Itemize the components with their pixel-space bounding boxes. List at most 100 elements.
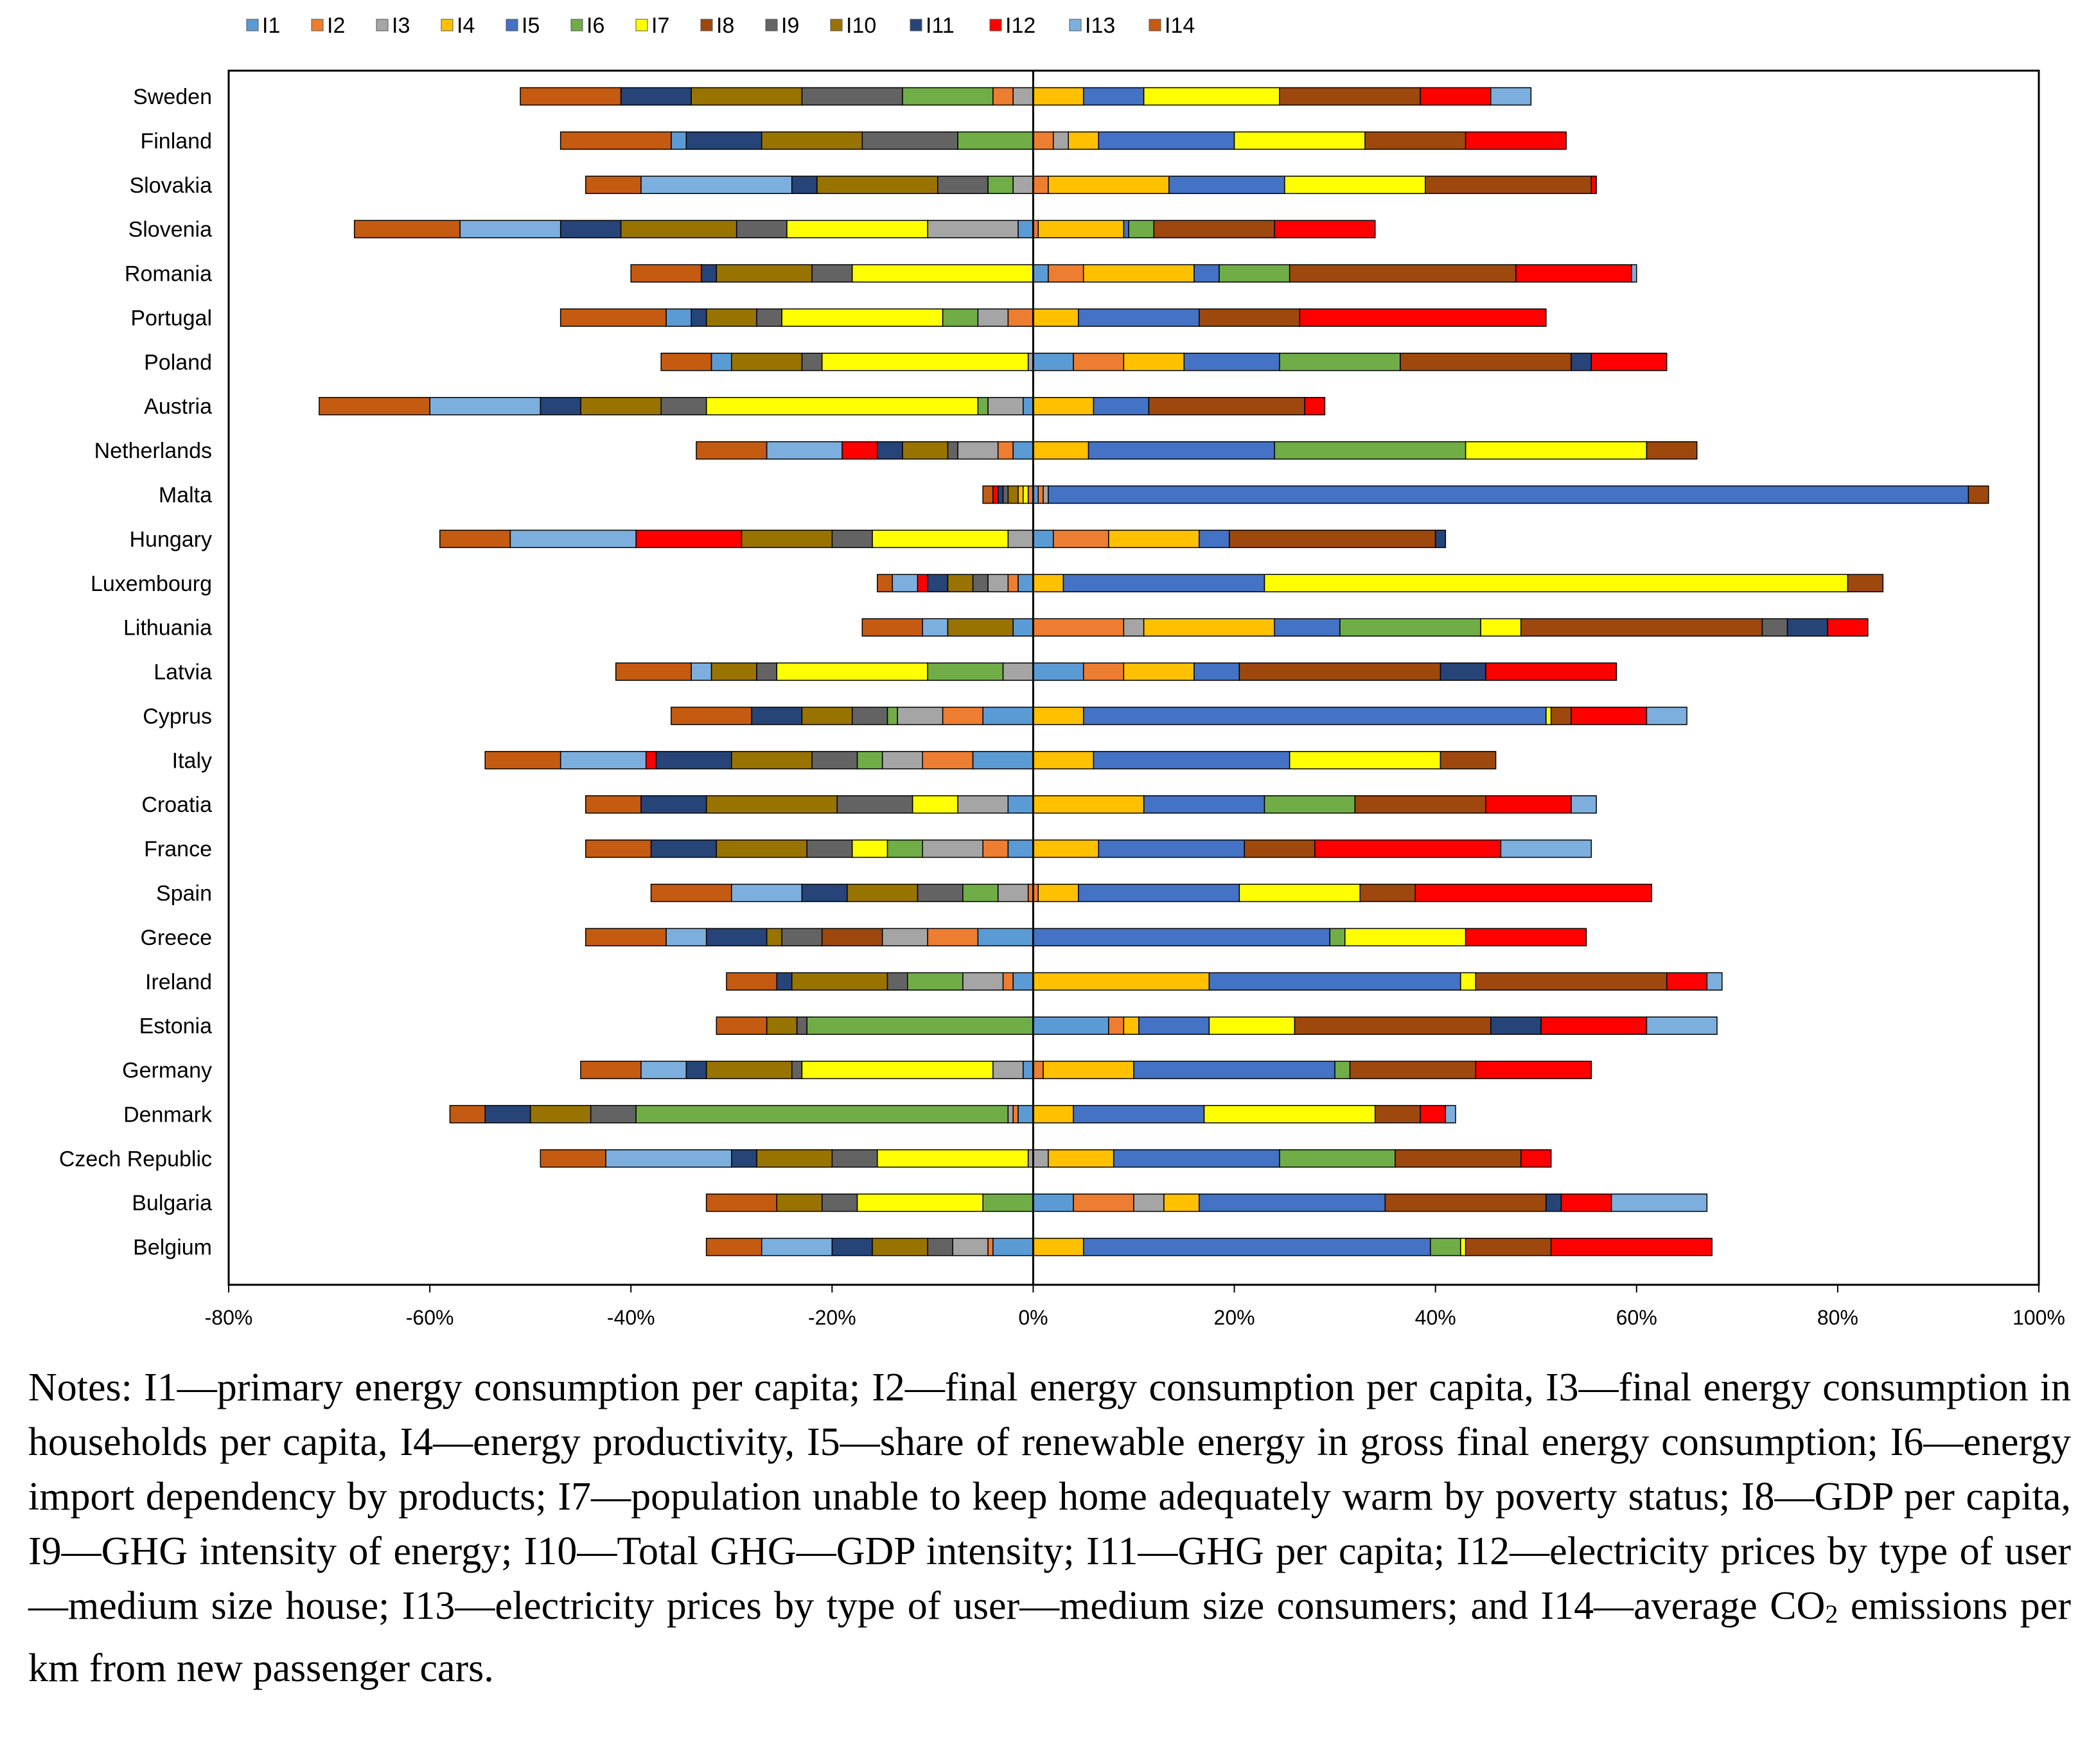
x-tick-label: -60% xyxy=(406,1306,454,1329)
bar-slovakia-i13 xyxy=(640,175,793,195)
bar-sweden-i5 xyxy=(1082,87,1145,106)
bar-italy-i13 xyxy=(559,751,647,770)
category-label-netherlands: Netherlands xyxy=(94,439,212,463)
bar-belgium-i3 xyxy=(952,1237,989,1257)
bar-lithuania-i13 xyxy=(922,618,949,637)
bar-latvia-i14 xyxy=(615,662,692,681)
bar-slovenia-i10 xyxy=(620,220,737,238)
bar-hungary-i3 xyxy=(1007,529,1034,549)
x-tick-label: 60% xyxy=(1616,1306,1657,1329)
bar-bulgaria-i6 xyxy=(982,1193,1034,1212)
legend-swatch-i10 xyxy=(830,19,843,31)
bar-poland-i12 xyxy=(1590,353,1668,371)
bar-sweden-i6 xyxy=(902,87,994,106)
category-label-portugal: Portugal xyxy=(130,306,212,330)
bar-belgium-i8 xyxy=(1465,1237,1552,1257)
bar-poland-i5 xyxy=(1183,353,1280,371)
bar-portugal-i1 xyxy=(665,308,692,327)
bar-belgium-i13 xyxy=(761,1237,833,1257)
legend-label-i7: I7 xyxy=(651,13,669,38)
bar-france-i3 xyxy=(922,839,983,858)
bar-netherlands-i9 xyxy=(947,441,958,460)
bar-germany-i11 xyxy=(685,1061,707,1079)
bar-slovakia-i3 xyxy=(1012,175,1034,195)
bar-malta-i11 xyxy=(997,485,1004,504)
bar-lithuania-i5 xyxy=(1274,618,1341,637)
legend-label-i11: I11 xyxy=(926,13,955,38)
figure-notes: Notes: I1—primary energy consumption per… xyxy=(28,1361,2071,1696)
bar-czech-republic-i11 xyxy=(731,1149,757,1168)
category-label-croatia: Croatia xyxy=(141,793,212,817)
category-label-czech-republic: Czech Republic xyxy=(59,1147,212,1171)
category-label-slovenia: Slovenia xyxy=(128,218,213,242)
bar-greece-i5 xyxy=(1032,928,1331,947)
bar-ireland-i6 xyxy=(907,972,964,991)
bar-france-i7 xyxy=(851,839,888,858)
bar-italy-i2 xyxy=(922,751,974,770)
bar-sweden-i11 xyxy=(620,87,692,106)
legend-label-i2: I2 xyxy=(327,13,345,38)
category-label-spain: Spain xyxy=(156,881,212,906)
bar-belgium-i6 xyxy=(1430,1237,1461,1257)
bar-netherlands-i8 xyxy=(1646,441,1698,460)
category-label-finland: Finland xyxy=(140,129,212,154)
bar-bulgaria-i4 xyxy=(1163,1193,1200,1212)
bar-bulgaria-i7 xyxy=(856,1193,983,1212)
bar-luxembourg-i1 xyxy=(1017,574,1034,593)
bar-estonia-i8 xyxy=(1294,1016,1492,1035)
bar-hungary-i14 xyxy=(439,529,511,549)
bar-croatia-i7 xyxy=(911,795,958,814)
bar-croatia-i14 xyxy=(585,795,642,814)
bar-romania-i7 xyxy=(851,264,1034,283)
bar-italy-i6 xyxy=(856,751,883,770)
x-tick-label: 0% xyxy=(1018,1306,1048,1329)
bar-finland-i10 xyxy=(761,131,863,150)
bar-latvia-i11 xyxy=(1440,662,1486,681)
bar-ireland-i7 xyxy=(1460,972,1477,991)
bar-italy-i10 xyxy=(731,751,813,770)
bar-cyprus-i3 xyxy=(897,707,944,725)
bar-italy-i12 xyxy=(645,751,657,770)
bar-poland-i14 xyxy=(660,353,712,371)
bar-bulgaria-i11 xyxy=(1546,1193,1562,1212)
bar-romania-i6 xyxy=(1219,264,1290,283)
bar-spain-i6 xyxy=(962,883,999,903)
bar-latvia-i4 xyxy=(1123,662,1195,681)
category-label-poland: Poland xyxy=(144,350,212,375)
bar-cyprus-i9 xyxy=(851,707,888,725)
bar-finland-i7 xyxy=(1233,131,1366,150)
x-tick-label: 20% xyxy=(1214,1306,1255,1329)
bar-slovakia-i8 xyxy=(1425,175,1592,195)
bar-finland-i11 xyxy=(685,131,762,150)
bar-croatia-i11 xyxy=(640,795,707,814)
bar-cyprus-i11 xyxy=(751,707,803,725)
bar-slovenia-i1 xyxy=(1017,220,1034,238)
bar-france-i13 xyxy=(1500,839,1592,858)
bar-ireland-i12 xyxy=(1666,972,1708,991)
bar-cyprus-i7 xyxy=(1546,707,1552,725)
bar-germany-i10 xyxy=(705,1061,793,1079)
bar-germany-i12 xyxy=(1475,1061,1592,1079)
legend-swatch-i1 xyxy=(246,19,259,31)
bar-poland-i8 xyxy=(1400,353,1572,371)
bar-luxembourg-i12 xyxy=(917,574,928,593)
bar-czech-republic-i8 xyxy=(1395,1149,1522,1168)
bar-spain-i11 xyxy=(801,883,848,903)
bar-ireland-i14 xyxy=(726,972,777,991)
legend-swatch-i11 xyxy=(910,19,922,31)
bar-slovakia-i6 xyxy=(987,175,1014,195)
bar-sweden-i12 xyxy=(1420,87,1492,106)
bar-denmark-i2 xyxy=(1012,1105,1019,1124)
bar-finland-i4 xyxy=(1068,131,1099,150)
bar-lithuania-i8 xyxy=(1520,618,1763,637)
bar-sweden-i3 xyxy=(1012,87,1034,106)
category-label-romania: Romania xyxy=(125,262,212,287)
bar-germany-i13 xyxy=(640,1061,687,1079)
bar-luxembourg-i9 xyxy=(972,574,989,593)
legend-swatch-i5 xyxy=(506,19,518,31)
bar-belgium-i2 xyxy=(987,1237,994,1257)
bar-portugal-i11 xyxy=(691,308,707,327)
bar-sweden-i8 xyxy=(1279,87,1421,106)
bar-slovakia-i4 xyxy=(1048,175,1170,195)
bar-portugal-i8 xyxy=(1199,308,1301,327)
